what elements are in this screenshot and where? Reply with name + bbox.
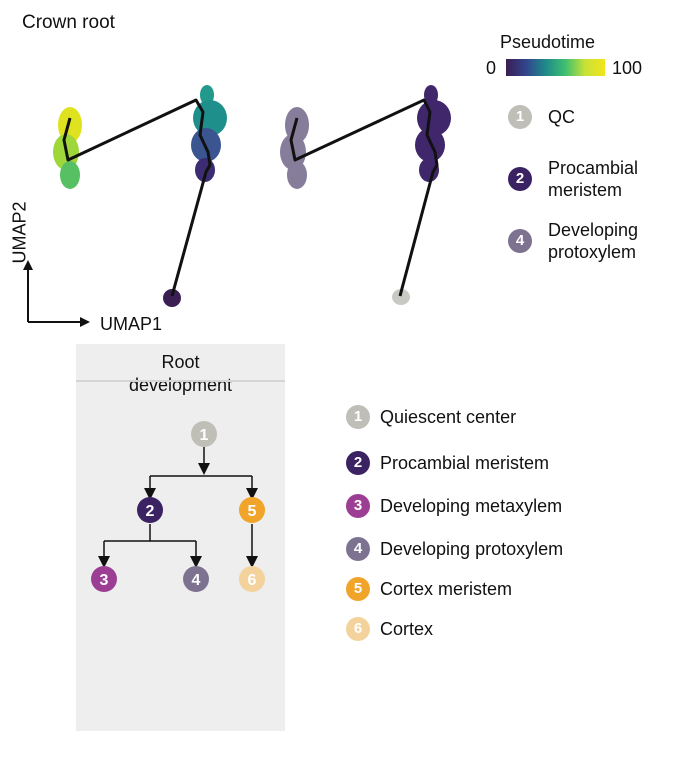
cell-type-circle: 2: [346, 451, 370, 475]
legend-label-line: Procambial: [548, 158, 639, 178]
node-5-label: 5: [248, 503, 257, 520]
legend-label: QC: [548, 106, 575, 128]
cell-type-circle: 5: [346, 577, 370, 601]
pseudotime-colorbar: [506, 59, 605, 76]
legend-label-line: Developing: [548, 220, 639, 240]
cluster-top-left-lower: [60, 161, 80, 189]
cell-type-label: Cortex: [380, 619, 434, 639]
node-2: 2: [137, 497, 163, 523]
cluster-qc: [392, 289, 410, 305]
development-title-line: Root: [161, 352, 200, 372]
umap1-label: UMAP1: [100, 314, 163, 334]
node-3: 3: [91, 566, 117, 592]
node-3-label: 3: [100, 572, 109, 589]
legend-label: Procambial meristem: [548, 157, 638, 201]
cluster-procambial-lower: [419, 158, 439, 182]
legend-label-line: QC: [548, 107, 575, 127]
pseudotime-min: 0: [486, 58, 497, 78]
node-5: 5: [239, 497, 265, 523]
cell-type-legend-2: 2 Procambial meristem: [346, 451, 549, 475]
legend-label-line: meristem: [548, 180, 623, 200]
node-4-label: 4: [192, 572, 201, 589]
node-2-label: 2: [146, 503, 155, 520]
node-1-label: 1: [200, 427, 209, 444]
umap-plots: [23, 85, 451, 327]
cell-type-circle: 4: [346, 537, 370, 561]
umap-axes: [23, 260, 90, 327]
legend-label: Developing protoxylem: [548, 219, 638, 263]
cluster-top-left-upper: [58, 107, 82, 143]
pseudotime-max: 100: [612, 58, 643, 78]
umap-clusters: [280, 85, 451, 305]
lineage-edges: [98, 447, 258, 568]
cluster-protoxylem-lower: [287, 161, 307, 189]
cell-type-label: Developing protoxylem: [380, 539, 564, 559]
umap-legend-procambial: 2 Procambial meristem: [508, 157, 638, 201]
cell-type-legend-1: 1 Quiescent center: [346, 405, 516, 429]
cell-type-circle: 1: [346, 405, 370, 429]
umap2-arrowhead: [23, 260, 33, 270]
development-divider: [76, 380, 285, 382]
cell-type-legend-6: 6 Cortex: [346, 617, 433, 641]
cell-type-label: Quiescent center: [380, 407, 517, 427]
trajectory-line: [289, 98, 439, 297]
trajectory-line: [62, 98, 212, 297]
umap-pseudotime: [53, 85, 227, 307]
cell-type-circle: 6: [346, 617, 370, 641]
cell-type-label: Procambial meristem: [380, 453, 550, 473]
pseudotime-label: Pseudotime: [500, 32, 596, 52]
cluster-procambial-top: [424, 85, 438, 105]
cluster-procambial-middle: [415, 128, 445, 162]
cell-type-legend-4: 4 Developing protoxylem: [346, 537, 563, 561]
cell-type-circle: 3: [346, 494, 370, 518]
lineage-tree: 1 2 5 3 4 6: [91, 421, 265, 592]
cluster-bottom: [163, 289, 181, 307]
umap-legend-qc: 1 QC: [508, 105, 575, 129]
legend-label-line: protoxylem: [548, 242, 637, 262]
cluster-protoxylem-upper: [285, 107, 309, 143]
umap-legend-protoxylem: 4 Developing protoxylem: [508, 219, 638, 263]
cluster-procambial-upper: [417, 100, 451, 136]
node-6-label: 6: [248, 572, 257, 589]
legend-circle: 4: [508, 229, 532, 253]
node-6: 6: [239, 566, 265, 592]
cell-type-legend-3: 3 Developing metaxylem: [346, 494, 562, 518]
node-1: 1: [191, 421, 217, 447]
figure-title: Crown root: [22, 12, 115, 33]
cell-type-label: Cortex meristem: [380, 579, 513, 599]
cell-type-legend-5: 5 Cortex meristem: [346, 577, 512, 601]
cluster-right-top: [200, 85, 214, 105]
legend-circle: 1: [508, 105, 532, 129]
umap1-arrowhead: [80, 317, 90, 327]
node-4: 4: [183, 566, 209, 592]
umap2-label: UMAP2: [9, 201, 30, 264]
development-panel: [76, 344, 285, 731]
legend-circle: 2: [508, 167, 532, 191]
cell-type-label: Developing metaxylem: [380, 496, 563, 516]
